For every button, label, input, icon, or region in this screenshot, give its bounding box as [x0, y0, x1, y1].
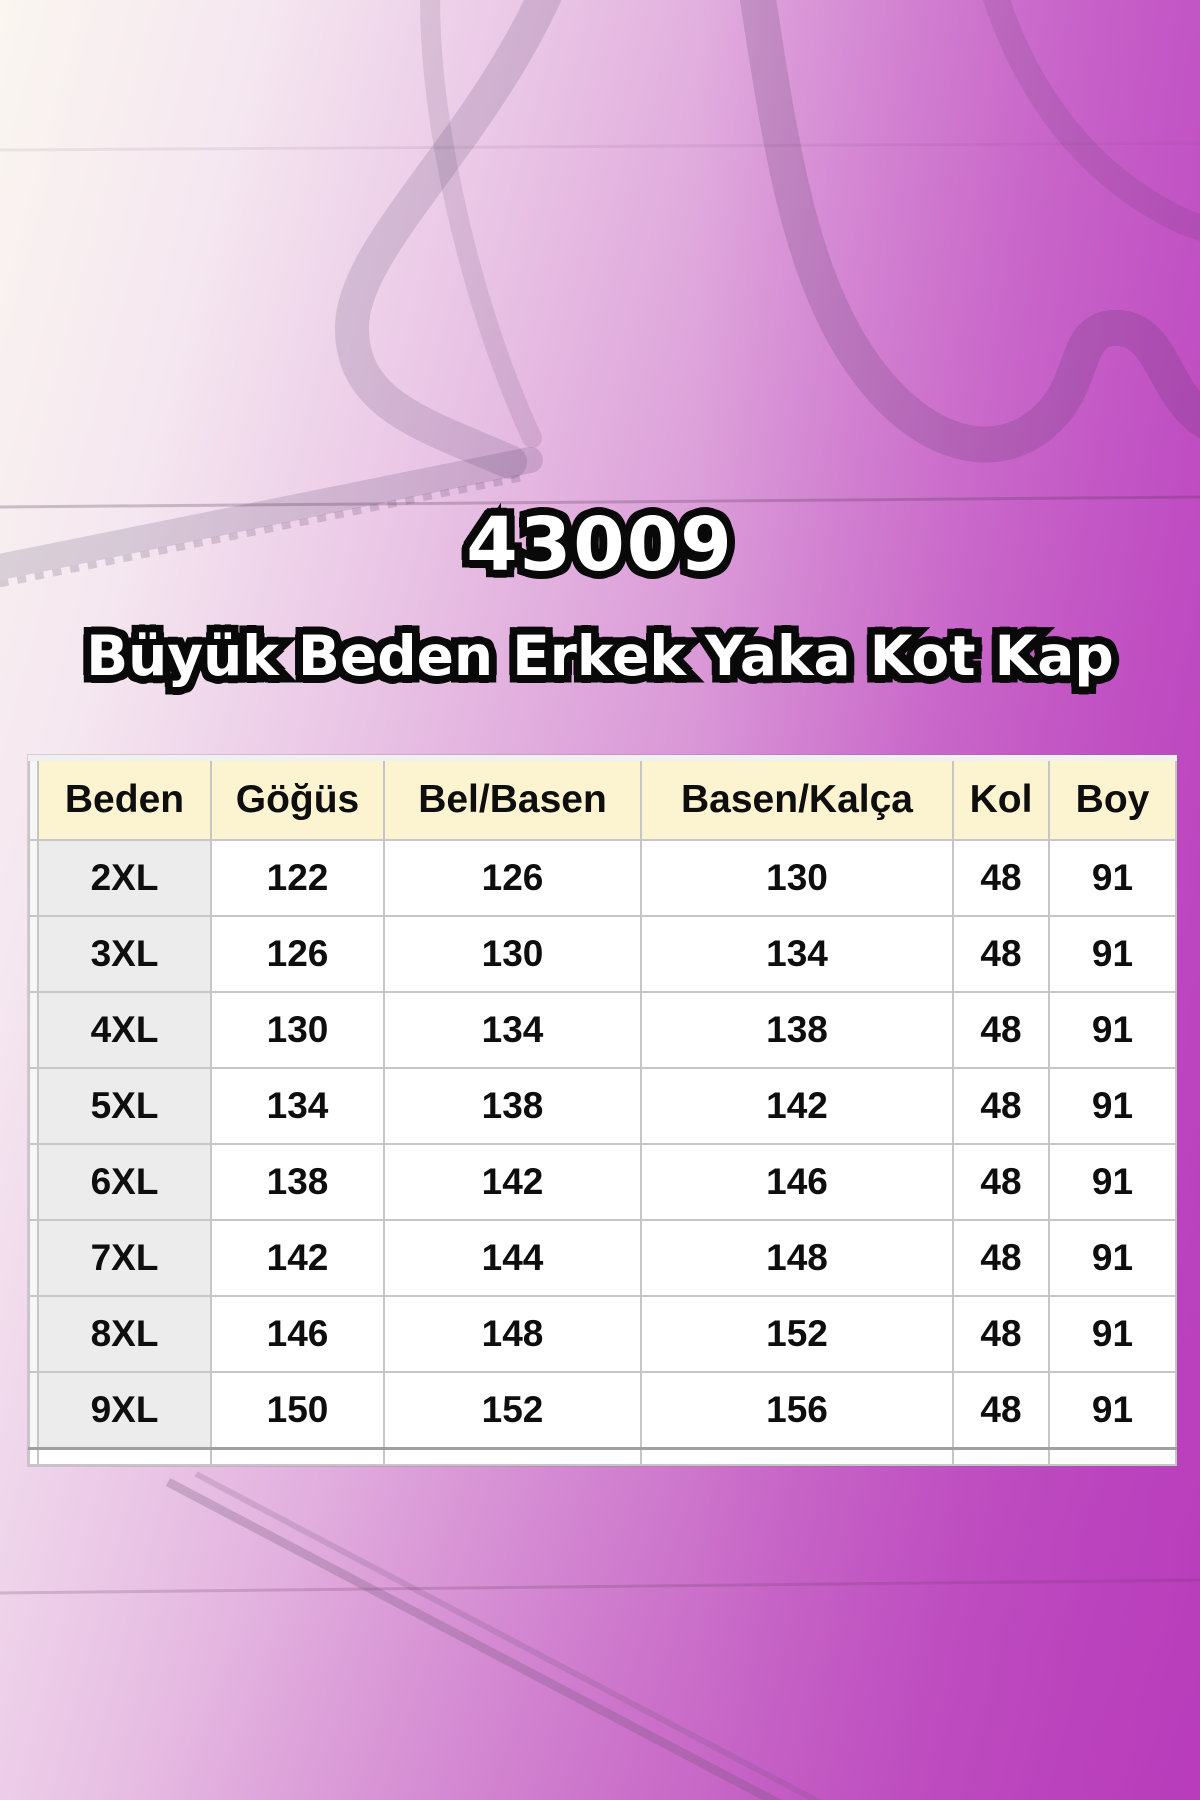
gutter-cell [28, 1219, 39, 1297]
size-value-cell: 150 [210, 1371, 385, 1450]
product-code: 43009 43009 [0, 495, 1200, 596]
product-title-text: Büyük Beden Erkek Yaka Kot Kap [86, 624, 1114, 688]
size-value-cell: 138 [383, 1067, 642, 1145]
table-row: 8XL 146 148 152 48 91 [28, 1295, 1177, 1373]
empty-cell [28, 1447, 39, 1466]
size-value-cell: 152 [640, 1295, 954, 1373]
size-value-cell: 134 [640, 915, 954, 993]
size-value-cell: 130 [210, 991, 385, 1069]
table-row: 9XL 150 152 156 48 91 [28, 1371, 1177, 1450]
size-value-cell: 144 [383, 1219, 642, 1297]
size-table-body: 2XL 122 126 130 48 91 3XL 126 130 134 48 91 4XL 130 13… [28, 839, 1177, 1466]
size-value-cell: 91 [1048, 1371, 1177, 1450]
size-label-cell: 3XL [37, 915, 212, 993]
size-label-cell: 2XL [37, 839, 212, 917]
size-value-cell: 156 [640, 1371, 954, 1450]
gutter-cell [28, 991, 39, 1069]
size-value-cell: 48 [952, 1295, 1050, 1373]
size-label-cell: 6XL [37, 1143, 212, 1221]
table-row: 7XL 142 144 148 48 91 [28, 1219, 1177, 1297]
size-label-cell: 7XL [37, 1219, 212, 1297]
table-row: 3XL 126 130 134 48 91 [28, 915, 1177, 993]
size-label-cell: 4XL [37, 991, 212, 1069]
gutter-cell [28, 915, 39, 993]
size-value-cell: 148 [640, 1219, 954, 1297]
size-value-cell: 48 [952, 915, 1050, 993]
size-value-cell: 130 [383, 915, 642, 993]
size-value-cell: 91 [1048, 839, 1177, 917]
product-title: Büyük Beden Erkek Yaka Kot Kap Büyük Bed… [0, 617, 1200, 696]
size-value-cell: 142 [383, 1143, 642, 1221]
size-value-cell: 122 [210, 839, 385, 917]
size-value-cell: 142 [640, 1067, 954, 1145]
size-value-cell: 138 [210, 1143, 385, 1221]
size-value-cell: 138 [640, 991, 954, 1069]
gutter-cell [28, 1143, 39, 1221]
size-value-cell: 91 [1048, 1295, 1177, 1373]
product-title-outline: Büyük Beden Erkek Yaka Kot Kap [79, 617, 1122, 696]
empty-cell [952, 1447, 1050, 1466]
size-value-cell: 91 [1048, 1219, 1177, 1297]
size-value-cell: 130 [640, 839, 954, 917]
size-table: Beden Göğüs Bel/Basen Basen/Kalça Kol Boy 2XL… [28, 755, 1177, 1466]
table-row: 5XL 134 138 142 48 91 [28, 1067, 1177, 1145]
size-value-cell: 146 [210, 1295, 385, 1373]
size-table-header: Beden Göğüs Bel/Basen Basen/Kalça Kol Boy [28, 757, 1177, 841]
size-value-cell: 152 [383, 1371, 642, 1450]
size-value-cell: 91 [1048, 915, 1177, 993]
size-value-cell: 48 [952, 839, 1050, 917]
gutter-cell [28, 1067, 39, 1145]
empty-cell [383, 1447, 642, 1466]
size-value-cell: 142 [210, 1219, 385, 1297]
column-header: Boy [1048, 757, 1177, 841]
empty-cell [37, 1447, 212, 1466]
size-value-cell: 48 [952, 991, 1050, 1069]
size-label-cell: 8XL [37, 1295, 212, 1373]
column-header: Beden [37, 757, 212, 841]
size-value-cell: 146 [640, 1143, 954, 1221]
header-row: Beden Göğüs Bel/Basen Basen/Kalça Kol Boy [28, 757, 1177, 841]
size-value-cell: 48 [952, 1067, 1050, 1145]
size-value-cell: 91 [1048, 1067, 1177, 1145]
empty-stub-row [28, 1447, 1177, 1466]
size-value-cell: 148 [383, 1295, 642, 1373]
product-code-text: 43009 [466, 502, 734, 588]
table-row: 4XL 130 134 138 48 91 [28, 991, 1177, 1069]
gutter-cell [28, 1295, 39, 1373]
size-value-cell: 48 [952, 1371, 1050, 1450]
gutter-cell [28, 757, 39, 841]
size-value-cell: 48 [952, 1219, 1050, 1297]
gutter-cell [28, 1371, 39, 1450]
size-value-cell: 48 [952, 1143, 1050, 1221]
empty-cell [1048, 1447, 1177, 1466]
column-header: Göğüs [210, 757, 385, 841]
table-row: 6XL 138 142 146 48 91 [28, 1143, 1177, 1221]
size-label-cell: 5XL [37, 1067, 212, 1145]
column-header: Kol [952, 757, 1050, 841]
size-value-cell: 126 [210, 915, 385, 993]
column-header: Bel/Basen [383, 757, 642, 841]
size-value-cell: 134 [210, 1067, 385, 1145]
column-header: Basen/Kalça [640, 757, 954, 841]
empty-cell [210, 1447, 385, 1466]
size-value-cell: 91 [1048, 1143, 1177, 1221]
gutter-cell [28, 839, 39, 917]
size-label-cell: 9XL [37, 1371, 212, 1450]
table-row: 2XL 122 126 130 48 91 [28, 839, 1177, 917]
product-code-outline: 43009 [459, 495, 739, 596]
size-value-cell: 91 [1048, 991, 1177, 1069]
size-value-cell: 134 [383, 991, 642, 1069]
size-value-cell: 126 [383, 839, 642, 917]
empty-cell [640, 1447, 954, 1466]
